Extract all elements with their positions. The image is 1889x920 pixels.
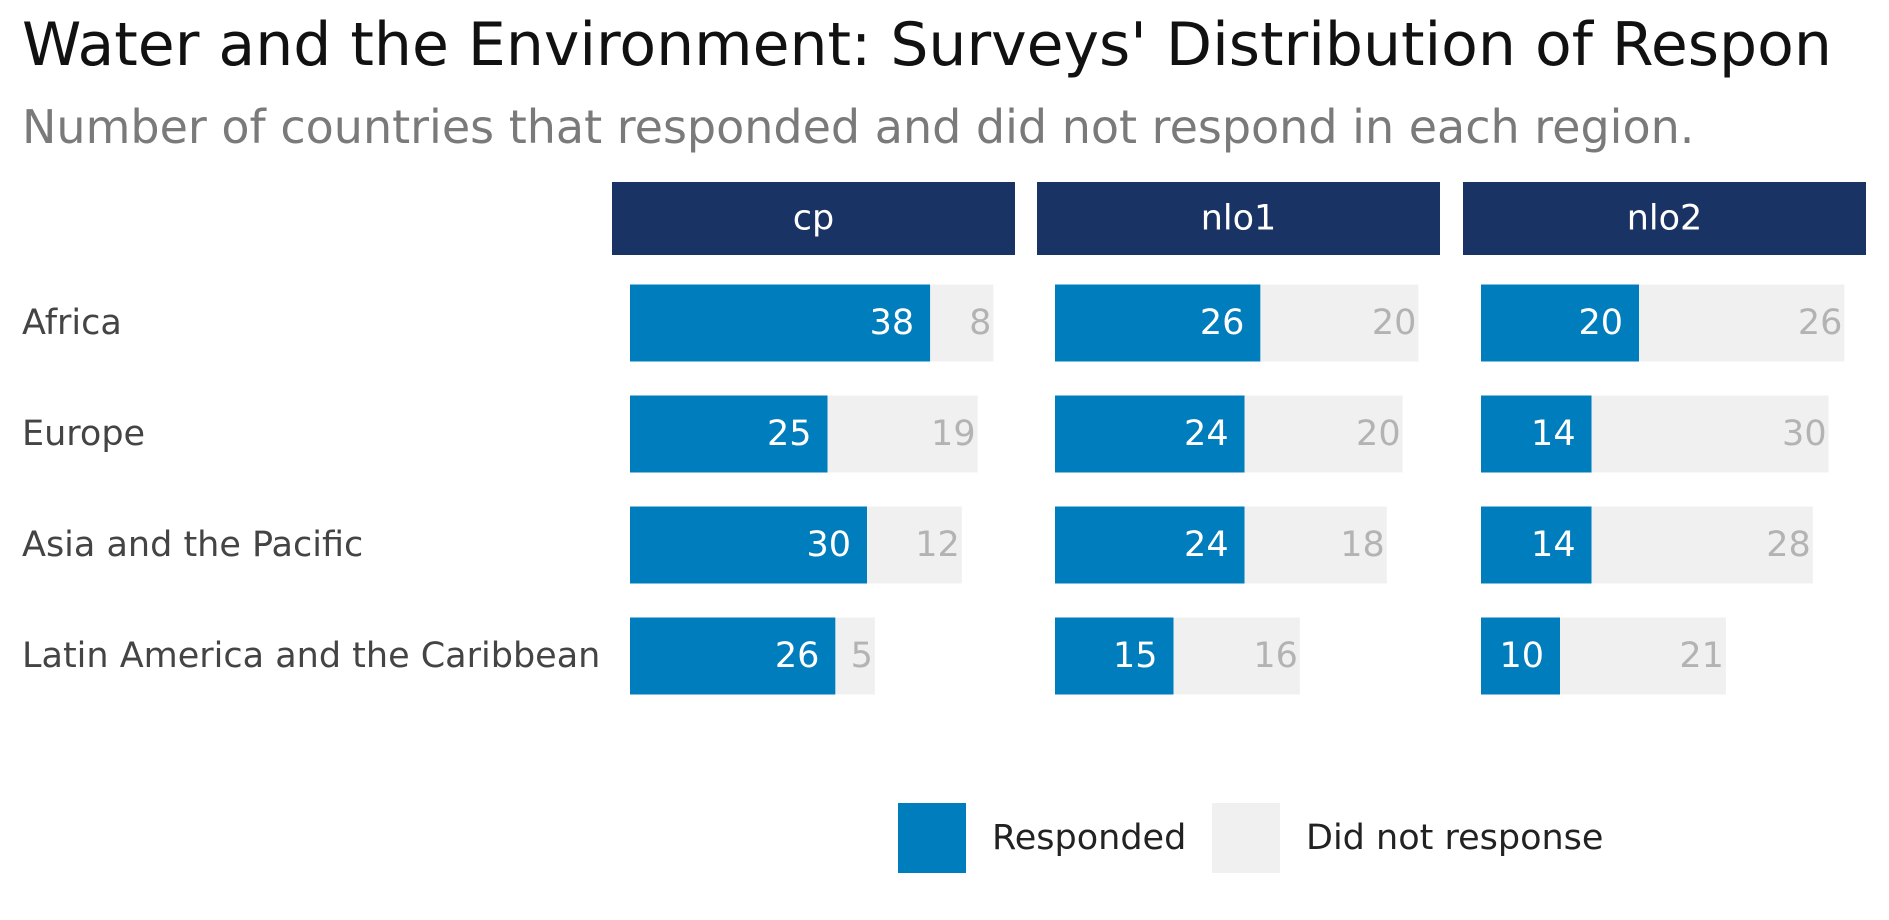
value-responded-nlo1-europe: 24 [1184,414,1229,454]
value-responded-cp-europe: 25 [767,414,812,454]
bar-responded-nlo2-africa [1481,284,1639,362]
value-responded-cp-asia-and-the-pacific: 30 [806,525,851,565]
facet-header-cp [612,182,1015,255]
bar-responded-nlo2-europe [1481,395,1592,473]
facet-label-nlo2: nlo2 [1627,199,1703,239]
legend-label-did-not-response: Did not response [1306,818,1603,858]
value-responded-cp-africa: 38 [870,303,915,343]
legend-swatch-did-not-response [1212,803,1280,873]
facet-label-nlo1: nlo1 [1201,199,1277,239]
value-not-responded-nlo1-europe: 20 [1356,414,1401,454]
value-not-responded-nlo1-asia-and-the-pacific: 18 [1340,525,1385,565]
bar-not-responded-nlo2-latin-america-and-the-caribbean [1560,617,1726,695]
value-responded-nlo1-latin-america-and-the-caribbean: 15 [1113,636,1158,676]
row-label-latin-america-and-the-caribbean: Latin America and the Caribbean [22,636,600,676]
value-responded-nlo2-europe: 14 [1531,414,1576,454]
value-responded-nlo1-africa: 26 [1200,303,1245,343]
value-responded-nlo2-latin-america-and-the-caribbean: 10 [1499,636,1544,676]
value-not-responded-cp-africa: 8 [969,303,991,343]
legend-swatch-responded [898,803,966,873]
bar-responded-cp-latin-america-and-the-caribbean [630,617,836,695]
bar-not-responded-nlo1-latin-america-and-the-caribbean [1173,617,1300,695]
value-not-responded-nlo2-latin-america-and-the-caribbean: 21 [1679,636,1724,676]
value-not-responded-nlo2-africa: 26 [1798,303,1843,343]
chart-title: Water and the Environment: Surveys' Dist… [22,10,1832,80]
bar-responded-cp-europe [630,395,828,473]
value-responded-nlo1-asia-and-the-pacific: 24 [1184,525,1229,565]
bar-responded-nlo2-asia-and-the-pacific [1481,506,1592,584]
bar-not-responded-cp-africa [930,284,994,362]
bar-not-responded-nlo1-asia-and-the-pacific [1244,506,1387,584]
bar-not-responded-nlo1-europe [1244,395,1403,473]
bar-responded-cp-asia-and-the-pacific [630,506,867,584]
bar-not-responded-cp-latin-america-and-the-caribbean [835,617,875,695]
bar-responded-nlo1-latin-america-and-the-caribbean [1055,617,1174,695]
bar-not-responded-nlo2-europe [1591,395,1829,473]
legend-label-responded: Responded [992,818,1186,858]
value-not-responded-nlo1-africa: 20 [1372,303,1417,343]
row-label-africa: Africa [22,303,122,343]
value-not-responded-cp-asia-and-the-pacific: 12 [915,525,960,565]
value-not-responded-cp-europe: 19 [931,414,976,454]
facet-header-nlo1 [1037,182,1440,255]
value-not-responded-cp-latin-america-and-the-caribbean: 5 [851,636,873,676]
value-responded-nlo2-asia-and-the-pacific: 14 [1531,525,1576,565]
bar-not-responded-cp-asia-and-the-pacific [867,506,962,584]
bar-not-responded-nlo1-africa [1260,284,1419,362]
bar-responded-nlo2-latin-america-and-the-caribbean [1481,617,1560,695]
bar-responded-nlo1-europe [1055,395,1245,473]
value-not-responded-nlo1-latin-america-and-the-caribbean: 16 [1253,636,1298,676]
bar-responded-nlo1-africa [1055,284,1261,362]
value-not-responded-nlo2-asia-and-the-pacific: 28 [1766,525,1811,565]
facet-header-nlo2 [1463,182,1866,255]
value-responded-nlo2-africa: 20 [1578,303,1623,343]
row-label-asia-and-the-pacific: Asia and the Pacific [22,525,363,565]
bar-not-responded-nlo2-africa [1639,284,1845,362]
bar-responded-cp-africa [630,284,931,362]
row-label-europe: Europe [22,414,145,454]
chart-subtitle: Number of countries that responded and d… [22,100,1695,154]
facet-label-cp: cp [793,199,834,239]
bar-responded-nlo1-asia-and-the-pacific [1055,506,1245,584]
bar-not-responded-cp-europe [827,395,978,473]
bar-not-responded-nlo2-asia-and-the-pacific [1591,506,1813,584]
value-responded-cp-latin-america-and-the-caribbean: 26 [775,636,820,676]
value-not-responded-nlo2-europe: 30 [1782,414,1827,454]
